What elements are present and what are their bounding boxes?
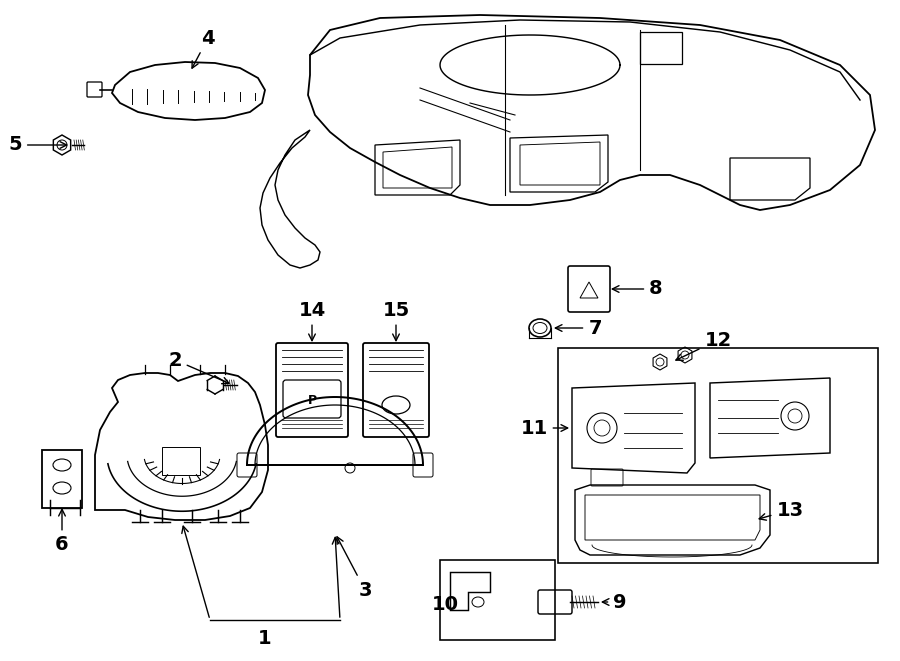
Text: 12: 12 bbox=[676, 330, 732, 360]
Text: 3: 3 bbox=[337, 537, 372, 600]
Text: 13: 13 bbox=[760, 500, 804, 520]
Text: 10: 10 bbox=[431, 596, 458, 615]
Text: P: P bbox=[308, 395, 317, 407]
Text: 15: 15 bbox=[382, 301, 410, 340]
Text: 14: 14 bbox=[299, 301, 326, 340]
Text: 4: 4 bbox=[192, 28, 215, 68]
Bar bbox=[440, 560, 555, 640]
Text: 5: 5 bbox=[8, 136, 67, 155]
Text: 8: 8 bbox=[612, 280, 662, 299]
Text: 2: 2 bbox=[168, 350, 229, 383]
Text: 1: 1 bbox=[258, 629, 272, 648]
Bar bbox=[558, 348, 878, 563]
Text: 6: 6 bbox=[55, 510, 68, 555]
Text: 7: 7 bbox=[555, 319, 602, 338]
Text: 9: 9 bbox=[602, 592, 626, 611]
Text: 11: 11 bbox=[520, 418, 568, 438]
